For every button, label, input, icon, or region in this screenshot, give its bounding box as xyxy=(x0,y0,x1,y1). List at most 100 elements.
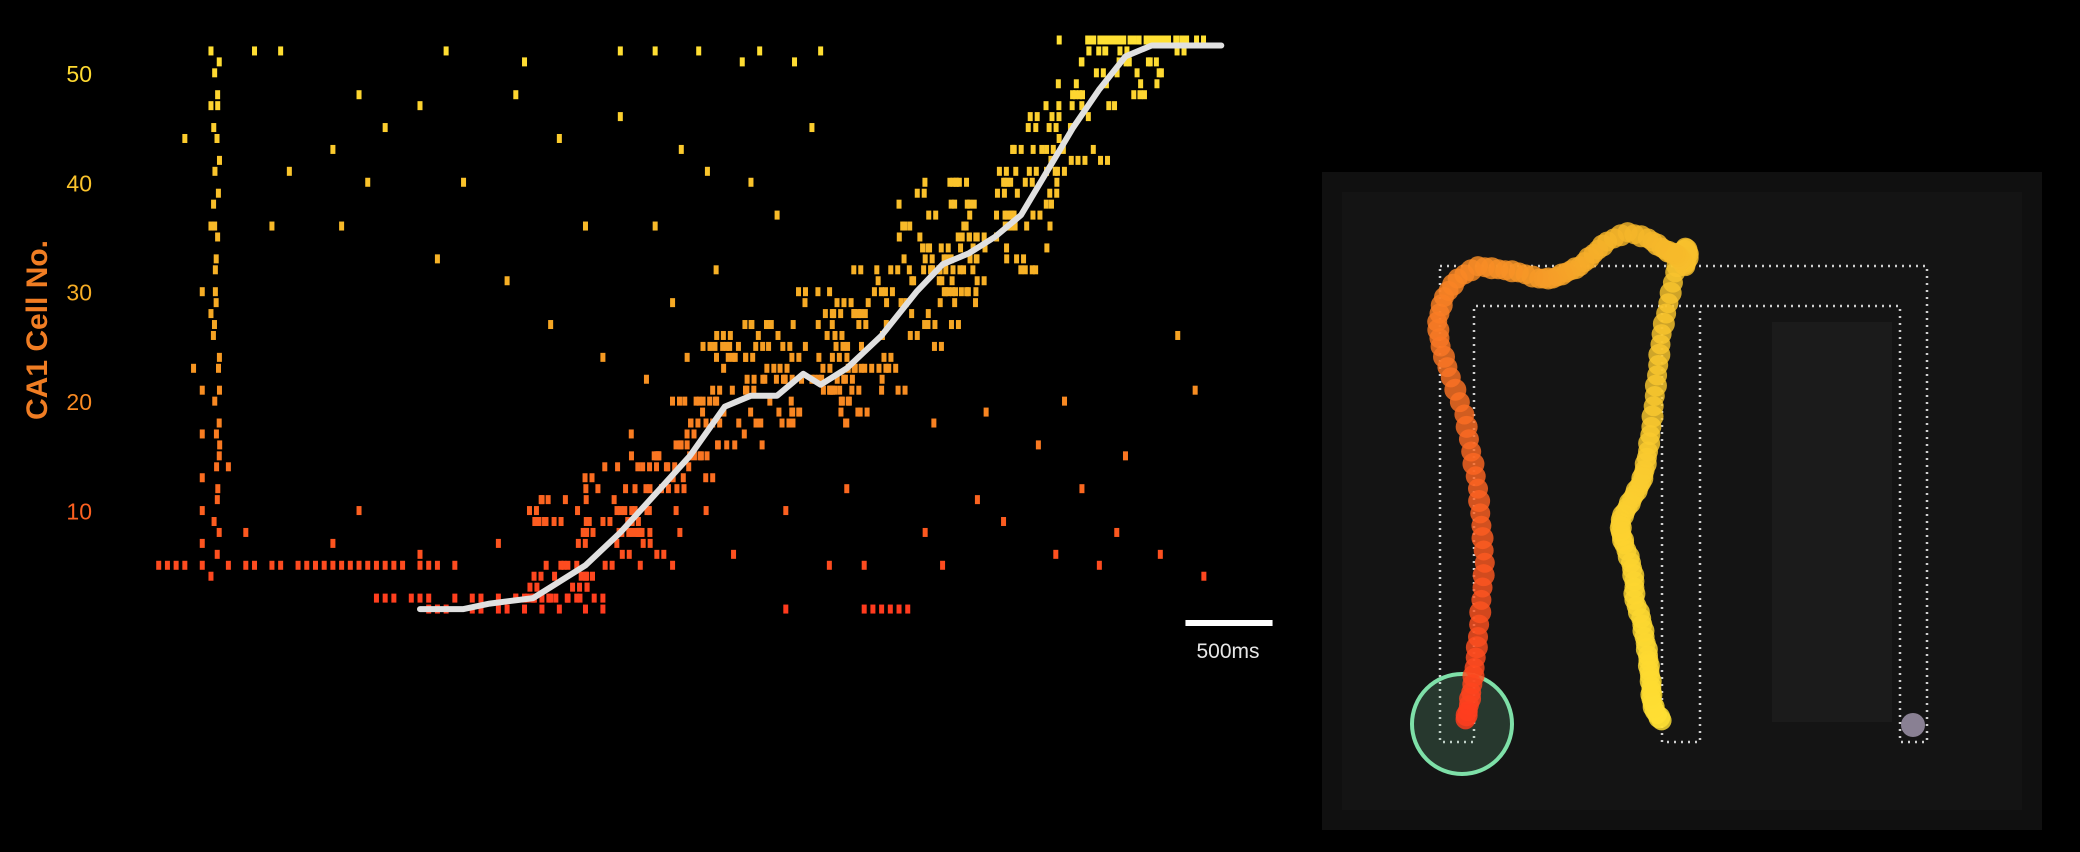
spike-mark xyxy=(1043,101,1049,111)
spike-mark xyxy=(1079,57,1085,67)
spike-mark xyxy=(665,462,671,472)
spike-mark xyxy=(753,341,759,351)
spike-mark xyxy=(1175,330,1181,340)
spike-mark xyxy=(784,363,790,373)
spike-mark xyxy=(787,341,793,351)
spike-mark xyxy=(600,352,606,362)
y-tick-label: 10 xyxy=(66,499,92,525)
spike-mark xyxy=(922,254,928,264)
spike-mark xyxy=(956,177,962,187)
spike-mark xyxy=(925,320,931,330)
spike-mark xyxy=(1055,79,1061,89)
spike-mark xyxy=(582,473,588,483)
spike-mark xyxy=(225,462,231,472)
spike-mark xyxy=(878,287,884,297)
spike-mark xyxy=(213,429,219,439)
spike-mark xyxy=(513,90,519,100)
spike-mark xyxy=(1053,123,1059,133)
spike-mark xyxy=(330,144,336,154)
spike-mark xyxy=(714,396,720,406)
spike-mark xyxy=(1111,35,1117,45)
spike-mark xyxy=(216,155,222,165)
spike-mark xyxy=(1014,188,1020,198)
spike-mark xyxy=(1097,35,1103,45)
maze-shadow-region xyxy=(1772,322,1892,722)
spike-mark xyxy=(373,560,379,570)
spike-mark xyxy=(815,320,821,330)
spike-mark xyxy=(851,363,857,373)
spike-mark xyxy=(887,604,893,614)
spike-mark xyxy=(225,560,231,570)
spike-mark xyxy=(809,123,815,133)
spike-mark xyxy=(1184,35,1190,45)
spike-mark xyxy=(647,538,653,548)
spike-mark xyxy=(1131,90,1137,100)
spike-mark xyxy=(1011,210,1017,220)
spike-mark xyxy=(504,604,510,614)
spike-mark xyxy=(941,254,947,264)
spike-mark xyxy=(760,374,766,384)
spike-mark xyxy=(339,221,345,231)
spike-mark xyxy=(208,46,214,56)
spike-mark xyxy=(822,309,828,319)
spike-mark xyxy=(844,418,850,428)
spike-mark xyxy=(1004,210,1010,220)
spike-mark xyxy=(1047,221,1053,231)
spike-mark xyxy=(614,538,620,548)
spike-mark xyxy=(199,538,205,548)
spike-mark xyxy=(211,517,217,527)
spike-mark xyxy=(971,199,977,209)
spike-mark xyxy=(1179,35,1185,45)
spike-mark xyxy=(876,363,882,373)
spike-mark xyxy=(575,506,581,516)
spike-mark xyxy=(1024,221,1030,231)
spike-mark xyxy=(1075,155,1081,165)
spike-mark xyxy=(199,287,205,297)
spike-mark xyxy=(741,429,747,439)
spike-mark xyxy=(295,560,301,570)
spike-mark xyxy=(304,560,310,570)
spike-mark xyxy=(700,396,706,406)
spike-mark xyxy=(961,265,967,275)
spike-mark xyxy=(845,341,851,351)
spike-mark xyxy=(215,232,221,242)
spike-mark xyxy=(583,571,589,581)
spike-mark xyxy=(1054,188,1060,198)
spike-mark xyxy=(802,341,808,351)
spike-mark xyxy=(1049,112,1055,122)
spike-mark xyxy=(714,330,720,340)
spike-mark xyxy=(1069,101,1075,111)
spike-mark xyxy=(1033,123,1039,133)
spike-mark xyxy=(1102,46,1108,56)
spike-mark xyxy=(882,287,888,297)
spike-mark xyxy=(214,133,220,143)
spike-mark xyxy=(654,462,660,472)
spike-mark xyxy=(974,495,980,505)
spike-mark xyxy=(1138,79,1144,89)
spike-mark xyxy=(1004,254,1010,264)
spike-mark xyxy=(252,46,258,56)
spike-raster-chart: 10 20 30 40 50 xyxy=(66,35,1273,626)
spike-mark xyxy=(1201,571,1207,581)
spike-mark xyxy=(802,298,808,308)
reward-port-light xyxy=(1901,713,1925,737)
spike-mark xyxy=(869,363,875,373)
spike-mark xyxy=(1001,517,1007,527)
spike-mark xyxy=(952,199,958,209)
spike-mark xyxy=(1025,123,1031,133)
spike-mark xyxy=(672,462,678,472)
spike-mark xyxy=(858,341,864,351)
spike-mark xyxy=(1174,46,1180,56)
spike-mark xyxy=(874,265,880,275)
spike-mark xyxy=(1054,166,1060,176)
spike-mark xyxy=(1062,396,1068,406)
spike-mark xyxy=(799,374,805,384)
spike-mark xyxy=(902,221,908,231)
spike-mark xyxy=(539,495,545,505)
spike-mark xyxy=(925,243,931,253)
spike-mark xyxy=(216,57,222,67)
spike-mark xyxy=(565,560,571,570)
spike-mark xyxy=(652,221,658,231)
spike-mark xyxy=(216,352,222,362)
spike-mark xyxy=(1100,35,1106,45)
